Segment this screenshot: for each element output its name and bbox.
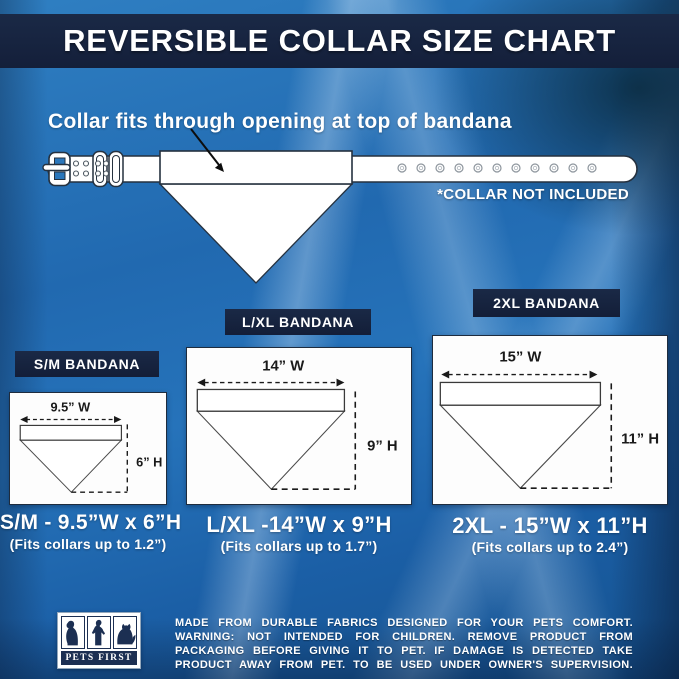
2xl-width-label: 15” W <box>499 350 541 366</box>
pointer-arrow-icon <box>190 128 224 172</box>
lxl-band <box>196 388 346 412</box>
page-title: REVERSIBLE COLLAR SIZE CHART <box>63 23 616 58</box>
logo-dog-row <box>61 616 137 649</box>
title-band: REVERSIBLE COLLAR SIZE CHART <box>0 14 679 68</box>
warning-line: PRODUCT AWAY FROM PET. TO BE USED UNDER … <box>175 658 633 671</box>
sm-arrowhead-left <box>20 415 28 424</box>
lxl-bandana-diagram: 14” W 9” H <box>196 359 398 490</box>
dog-shepherd-icon <box>113 616 137 649</box>
lxl-width-label: 14” W <box>262 359 304 375</box>
2xl-arrowhead-right <box>589 370 598 379</box>
sm-band <box>19 424 122 441</box>
bandana-opening-band <box>159 150 353 185</box>
sm-height-label: 6” H <box>136 455 162 470</box>
2xl-header-badge: 2XL BANDANA <box>473 289 620 317</box>
warning-line: MADE FROM DURABLE FABRICS DESIGNED FOR Y… <box>175 617 633 629</box>
2xl-size-label: 2XL - 15”W x 11”H <box>452 513 648 538</box>
lxl-fits-label: (Fits collars up to 1.7”) <box>220 538 378 554</box>
2xl-fits-label: (Fits collars up to 2.4”) <box>471 539 629 555</box>
lxl-size-label: L/XL -14”W x 9”H <box>206 512 392 537</box>
lxl-header-badge: L/XL BANDANA <box>225 309 371 335</box>
collar-not-included-note: *COLLAR NOT INCLUDED <box>437 186 629 203</box>
2xl-arrowhead-left <box>441 370 450 379</box>
sm-diagram-box: 9.5” W 6” H <box>9 392 167 505</box>
2xl-bandana-diagram: 15” W 11” H <box>439 350 659 489</box>
warning-text: MADE FROM DURABLE FABRICS DESIGNED FOR Y… <box>175 617 633 673</box>
lxl-height-label: 9” H <box>367 439 397 455</box>
logo-wordmark: PETS FIRST <box>61 651 137 665</box>
panel-2xl-bandana: 2XL BANDANA 15” W 11” H 2XL - 15”W x 11”… <box>432 289 668 559</box>
lxl-diagram-box: 14” W 9” H <box>186 347 412 505</box>
panel-lxl-bandana: L/XL BANDANA 14” W 9” H L/XL -14”W x 9”H… <box>186 309 412 559</box>
sm-bandana-diagram: 9.5” W 6” H <box>19 400 162 493</box>
warning-line: PACKAGING BEFORE GIVING IT TO PET. IF DA… <box>175 644 633 657</box>
warning-line: WARNING: NOT INTENDED FOR CHILDREN. REMO… <box>175 630 633 643</box>
collar-holes <box>397 163 597 173</box>
2xl-height-label: 11” H <box>621 432 659 448</box>
sm-width-label: 9.5” W <box>50 400 91 415</box>
lxl-arrowhead-right <box>336 378 345 387</box>
pets-first-logo: PETS FIRST <box>57 612 141 669</box>
2xl-band <box>439 381 602 406</box>
dog-sitting-icon <box>61 616 85 649</box>
sm-fits-label: (Fits collars up to 1.2”) <box>9 536 167 552</box>
lxl-arrowhead-left <box>197 378 206 387</box>
sm-arrowhead-right <box>114 415 122 424</box>
2xl-triangle <box>439 404 602 489</box>
dog-begging-icon <box>87 616 111 649</box>
collar-caption: Collar fits through opening at top of ba… <box>48 110 512 133</box>
sm-triangle <box>19 439 123 493</box>
bandana-triangle <box>158 183 354 284</box>
sm-header-badge: S/M BANDANA <box>15 351 159 377</box>
2xl-diagram-box: 15” W 11” H <box>432 335 668 505</box>
collar-strap <box>47 155 638 183</box>
sm-size-label: S/M - 9.5”W x 6”H <box>0 511 182 534</box>
panel-sm-bandana: S/M BANDANA 9.5” W 6” H S/M - 9.5”W x 6”… <box>0 351 182 561</box>
lxl-triangle <box>196 410 346 490</box>
buckle-icon <box>42 150 124 188</box>
